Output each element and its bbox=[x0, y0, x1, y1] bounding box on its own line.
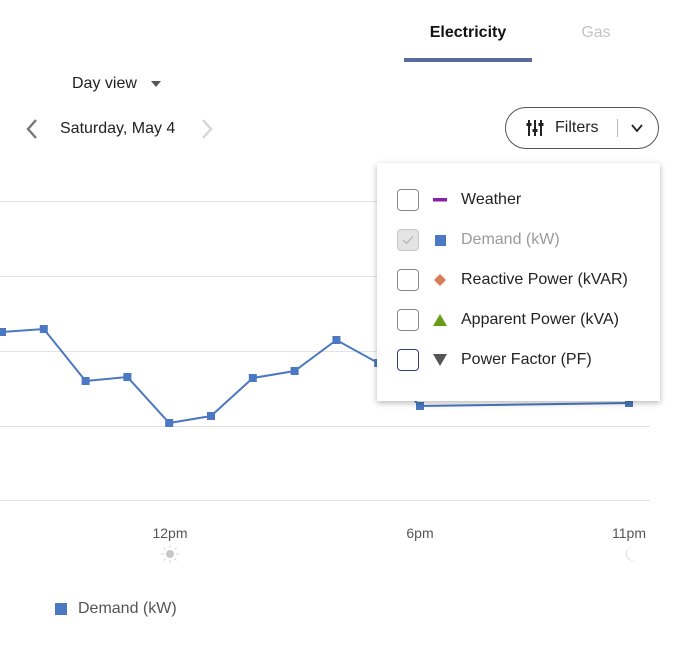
tab-gas[interactable]: Gas bbox=[581, 24, 611, 41]
moon-icon bbox=[625, 547, 636, 561]
dash-icon bbox=[432, 192, 448, 208]
filter-option-apparent-power[interactable]: Apparent Power (kVA) bbox=[397, 307, 619, 333]
data-point[interactable] bbox=[332, 336, 341, 344]
chart-legend: Demand (kW) bbox=[55, 600, 177, 618]
filters-button[interactable]: Filters bbox=[505, 107, 659, 149]
legend-label-demand: Demand (kW) bbox=[78, 600, 177, 617]
next-day-button[interactable] bbox=[197, 116, 217, 142]
tab-electricity[interactable]: Electricity bbox=[404, 0, 532, 62]
filter-label: Power Factor (PF) bbox=[461, 351, 592, 368]
triangle-down-icon bbox=[432, 352, 448, 368]
filter-label: Weather bbox=[461, 191, 522, 208]
data-point[interactable] bbox=[625, 399, 633, 407]
demand-checkbox[interactable] bbox=[397, 229, 419, 251]
view-select-value: Day view bbox=[72, 75, 137, 92]
square-icon bbox=[432, 232, 448, 248]
filter-option-power-factor[interactable]: Power Factor (PF) bbox=[397, 347, 592, 373]
x-tick-12pm: 12pm bbox=[152, 525, 188, 541]
filter-option-reactive-power[interactable]: Reactive Power (kVAR) bbox=[397, 267, 628, 293]
previous-day-button[interactable] bbox=[22, 116, 42, 142]
reactive-power-checkbox[interactable] bbox=[397, 269, 419, 291]
data-point[interactable] bbox=[416, 402, 424, 410]
utility-tabs: Electricity Gas bbox=[404, 0, 660, 62]
check-icon bbox=[402, 235, 414, 245]
sun-icon bbox=[161, 545, 179, 563]
filters-dropdown: Weather Demand (kW) Reactive Power (kVAR… bbox=[377, 163, 660, 401]
data-point[interactable] bbox=[290, 367, 299, 375]
data-point[interactable] bbox=[165, 419, 174, 427]
filter-option-demand[interactable]: Demand (kW) bbox=[397, 227, 560, 253]
power-factor-checkbox[interactable] bbox=[397, 349, 419, 371]
data-point[interactable] bbox=[207, 412, 215, 420]
filter-option-weather[interactable]: Weather bbox=[397, 187, 521, 213]
sliders-icon bbox=[526, 120, 544, 136]
chevron-down-icon bbox=[630, 124, 643, 133]
date-navigation: Saturday, May 4 bbox=[22, 116, 217, 142]
view-select[interactable]: Day view bbox=[72, 75, 161, 93]
legend-swatch-demand bbox=[55, 603, 67, 615]
caret-down-icon bbox=[150, 81, 161, 87]
x-tick-11pm: 11pm bbox=[612, 525, 646, 541]
apparent-power-checkbox[interactable] bbox=[397, 309, 419, 331]
data-point[interactable] bbox=[81, 377, 90, 385]
filter-label: Reactive Power (kVAR) bbox=[461, 271, 628, 288]
divider bbox=[616, 119, 618, 137]
filter-label: Apparent Power (kVA) bbox=[461, 311, 619, 328]
data-point[interactable] bbox=[123, 373, 132, 381]
data-point[interactable] bbox=[39, 325, 48, 333]
triangle-up-icon bbox=[432, 312, 448, 328]
filters-label: Filters bbox=[555, 119, 599, 136]
data-point[interactable] bbox=[0, 328, 6, 336]
data-point[interactable] bbox=[248, 374, 257, 382]
chevron-left-icon bbox=[26, 119, 37, 139]
current-date: Saturday, May 4 bbox=[60, 120, 176, 137]
filter-label: Demand (kW) bbox=[461, 231, 560, 248]
chevron-right-icon bbox=[202, 119, 213, 139]
diamond-icon bbox=[432, 272, 448, 288]
x-tick-6pm: 6pm bbox=[406, 525, 434, 541]
weather-checkbox[interactable] bbox=[397, 189, 419, 211]
